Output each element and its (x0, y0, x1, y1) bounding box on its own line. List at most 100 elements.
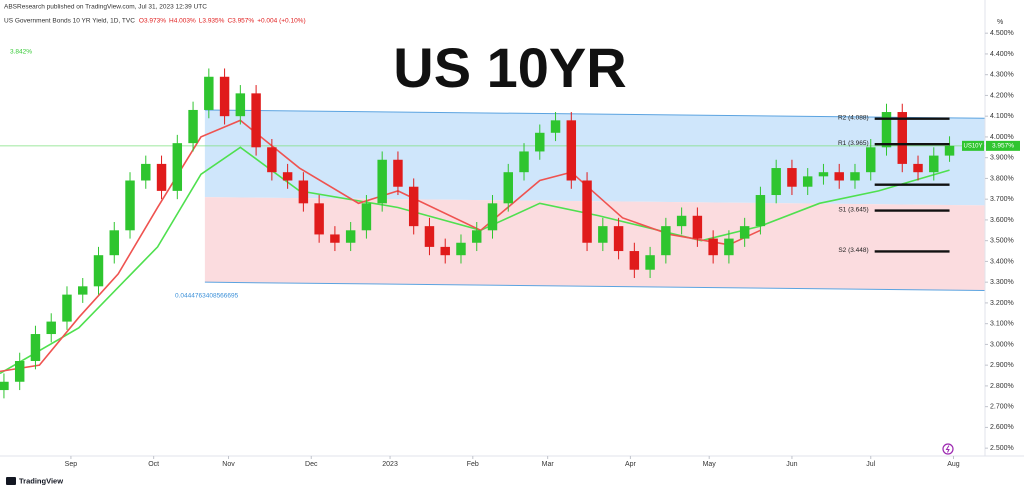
x-tick-label: Nov (222, 461, 235, 468)
candle-body (46, 321, 56, 335)
y-tick-label: 3.400% (990, 258, 1014, 265)
x-tick-label: Dec (305, 461, 318, 468)
candle-body (125, 180, 135, 231)
candle-body (550, 120, 561, 133)
channel-lower-fill (204, 197, 985, 291)
candle-body (393, 159, 403, 187)
candle-body (881, 112, 892, 148)
pivot-label: R2 (4.088) (838, 114, 869, 121)
channel-line (204, 281, 986, 291)
channel-label: 0.0444763408566695 (175, 293, 239, 300)
candle-body (787, 168, 797, 187)
candle-body (566, 120, 577, 181)
y-tick-label: 3.100% (990, 321, 1014, 328)
currency-label: % (997, 19, 1003, 26)
candle-body (850, 172, 860, 181)
candle-body (629, 251, 640, 270)
ohlc-label: L3.935% (199, 18, 225, 25)
candle-body (424, 226, 435, 247)
x-tick-label: Aug (947, 461, 960, 468)
y-tick-label: 3.500% (990, 238, 1014, 245)
candle-body (93, 255, 104, 287)
candle-body (298, 180, 309, 204)
y-tick-label: 3.000% (990, 341, 1014, 348)
candle-body (456, 242, 466, 256)
channel-line (204, 109, 986, 119)
candle-body (535, 132, 545, 152)
x-tick-label: Sep (65, 461, 78, 468)
candle-body (267, 147, 277, 173)
candle-body (109, 230, 119, 256)
y-tick-label: 2.700% (990, 404, 1014, 411)
symbol-tag: US10Y (963, 143, 982, 149)
candle-body (834, 172, 844, 181)
logo-mark (6, 477, 16, 485)
x-tick-label: Mar (542, 461, 555, 468)
alert-bolt (945, 445, 950, 453)
candle-body (944, 145, 955, 156)
y-tick-label: 4.200% (990, 92, 1014, 99)
candle-body (818, 172, 829, 177)
pivot-label: S2 (3.448) (838, 247, 868, 254)
last-price-label: 3.957% (992, 143, 1014, 150)
y-tick-label: 4.000% (990, 134, 1014, 141)
candle-body (251, 93, 261, 148)
last-price-box (986, 140, 1020, 151)
candle-body (503, 172, 513, 204)
y-tick-label: 3.800% (990, 175, 1014, 182)
candle-body (219, 76, 230, 117)
candle-body (408, 186, 419, 227)
candle-body (14, 361, 25, 382)
candle-body (708, 238, 718, 256)
x-tick-label: Apr (625, 461, 637, 468)
candle-body (62, 294, 72, 322)
pivot-label: R1 (3.965) (838, 140, 869, 147)
candle-body (472, 230, 482, 243)
candle-body (739, 226, 750, 239)
candle-body (598, 226, 608, 243)
candle-body (377, 159, 387, 204)
candle-body (913, 163, 923, 173)
x-tick-label: Jul (866, 461, 875, 468)
candle-body (613, 226, 624, 252)
y-tick-label: 4.100% (990, 113, 1014, 120)
x-tick-label: May (703, 461, 717, 468)
ma-label: 3.842% (10, 49, 32, 56)
candle-body (235, 93, 246, 117)
candle-body (771, 168, 781, 196)
candle-body (676, 215, 687, 227)
y-tick-label: 4.500% (990, 30, 1014, 37)
y-tick-label: 3.200% (990, 300, 1014, 307)
candle-body (802, 176, 813, 187)
symbol-title: US Government Bonds 10 YR Yield, 1D, TVC (4, 18, 135, 25)
chart-title: US 10YR (393, 36, 626, 99)
candle-body (724, 238, 734, 256)
pivot-label: S1 (3.645) (838, 206, 868, 213)
ohlc-label: H4.003% (169, 18, 196, 25)
candle-body (0, 381, 9, 391)
candle-body (692, 215, 703, 239)
x-tick-label: Feb (467, 461, 479, 468)
candle-body (361, 203, 372, 231)
y-tick-label: 2.500% (990, 445, 1014, 452)
candle-body (156, 163, 167, 191)
candle-body (78, 286, 88, 295)
x-tick-label: 2023 (382, 461, 398, 468)
candle-body (866, 147, 876, 173)
ohlc-label: C3.957% (227, 18, 254, 25)
candle-body (330, 234, 340, 243)
ohlc-label: +0.004 (+0.10%) (257, 18, 305, 25)
candle-body (897, 112, 907, 164)
alert-icon[interactable] (942, 443, 954, 455)
y-tick-label: 4.300% (990, 72, 1014, 79)
candle-body (661, 226, 671, 256)
y-tick-label: 3.900% (990, 155, 1014, 162)
candle-body (645, 255, 655, 270)
publisher-note: ABSResearch published on TradingView.com… (4, 4, 207, 11)
candle-body (204, 76, 214, 110)
candle-body (314, 203, 324, 235)
candle-body (519, 151, 529, 173)
footer-text: TradingView (19, 476, 63, 485)
